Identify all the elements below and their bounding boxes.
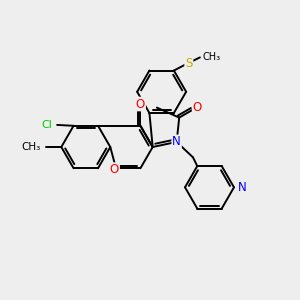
Text: O: O: [193, 100, 202, 114]
Text: S: S: [185, 57, 193, 70]
Text: O: O: [110, 163, 119, 176]
Text: N: N: [238, 181, 246, 194]
Text: CH₃: CH₃: [203, 52, 221, 62]
Text: CH₃: CH₃: [22, 142, 41, 152]
Text: Cl: Cl: [42, 120, 53, 130]
Text: O: O: [136, 98, 145, 110]
Text: N: N: [172, 135, 181, 148]
